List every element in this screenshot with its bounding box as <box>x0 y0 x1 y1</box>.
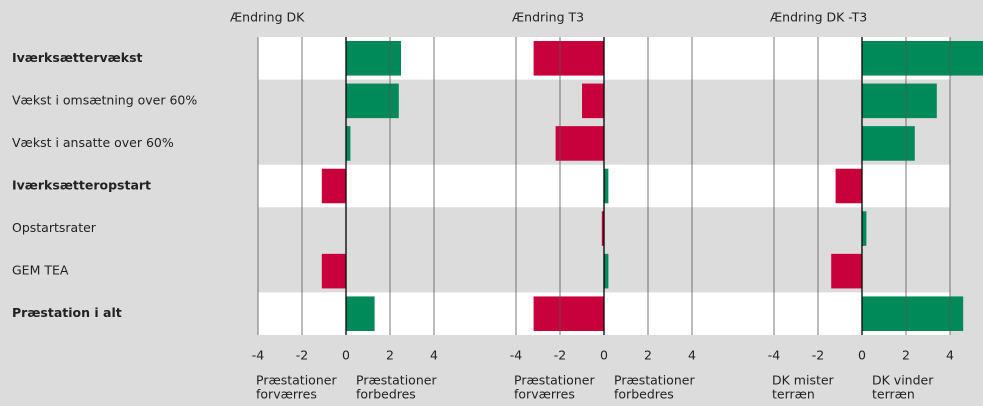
x-tick-label: 2 <box>644 348 652 363</box>
bar <box>862 83 937 119</box>
bar <box>862 41 983 76</box>
x-tick-label: 0 <box>600 348 608 363</box>
panel-title: Ændring T3 <box>512 10 584 25</box>
bar <box>555 126 604 161</box>
annotation: terræn <box>872 387 915 402</box>
bar <box>604 168 609 204</box>
annotation: DK vinder <box>872 373 934 388</box>
bar <box>862 126 915 161</box>
x-tick-label: 0 <box>858 348 866 363</box>
panel-title: Ændring DK <box>230 10 305 25</box>
bar <box>346 296 375 331</box>
bar <box>835 168 862 204</box>
x-tick-label: -4 <box>252 348 265 363</box>
annotation: Præstationer <box>356 373 437 388</box>
x-tick-label: 0 <box>342 348 350 363</box>
category-label: GEM TEA <box>12 263 69 278</box>
annotation: forbedres <box>356 387 416 402</box>
x-tick-label: -2 <box>554 348 566 363</box>
panel-title: Ændring DK -T3 <box>770 10 867 25</box>
category-label: Iværksættervækst <box>12 50 143 65</box>
bar <box>601 211 604 246</box>
bar <box>346 126 351 161</box>
annotation: terræn <box>772 387 815 402</box>
x-tick-label: 4 <box>688 348 696 363</box>
x-tick-label: -2 <box>296 348 308 363</box>
bar <box>533 41 604 76</box>
x-tick-label: 2 <box>386 348 394 363</box>
bar <box>862 296 964 331</box>
category-label: Vækst i ansatte over 60% <box>12 135 174 150</box>
annotation: forværres <box>514 387 575 402</box>
annotation: forbedres <box>614 387 674 402</box>
bar <box>862 211 867 246</box>
category-label: Iværksætteropstart <box>12 178 151 193</box>
bar <box>533 296 604 331</box>
x-tick-label: 2 <box>902 348 910 363</box>
bar <box>604 253 609 289</box>
x-tick-label: -4 <box>510 348 523 363</box>
annotation: forværres <box>256 387 317 402</box>
annotation: Præstationer <box>614 373 695 388</box>
category-label: Vækst i omsætning over 60% <box>12 92 197 107</box>
category-label: Opstartsrater <box>12 220 97 235</box>
x-tick-label: 4 <box>946 348 954 363</box>
category-label: Præstation i alt <box>12 305 122 320</box>
bar <box>346 41 401 76</box>
bar <box>346 83 399 119</box>
x-tick-label: -4 <box>768 348 781 363</box>
bar <box>831 253 862 289</box>
x-tick-label: -2 <box>812 348 824 363</box>
annotation: Præstationer <box>514 373 595 388</box>
bar <box>321 253 346 289</box>
annotation: Præstationer <box>256 373 337 388</box>
bar <box>582 83 604 119</box>
annotation: DK mister <box>772 373 835 388</box>
bar <box>321 168 346 204</box>
x-tick-label: 4 <box>430 348 438 363</box>
